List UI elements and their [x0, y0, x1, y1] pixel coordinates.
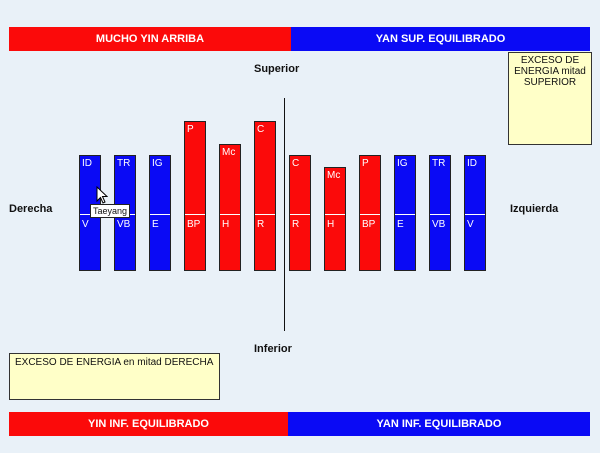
- bar-bottom-label: BP: [187, 219, 201, 230]
- meridian-bar[interactable]: Mc H: [324, 167, 346, 271]
- bar-top-label: ID: [467, 158, 477, 169]
- inferior-label: Inferior: [254, 343, 292, 355]
- bar-top-label: C: [257, 124, 265, 135]
- top-left-band: MUCHO YIN ARRIBA: [9, 27, 291, 51]
- top-right-band: YAN SUP. EQUILIBRADO: [291, 27, 590, 51]
- bottom-right-band: YAN INF. EQUILIBRADO: [288, 412, 590, 436]
- superior-label: Superior: [254, 63, 300, 75]
- derecha-label: Derecha: [9, 203, 53, 215]
- bar-top-label: C: [292, 158, 300, 169]
- meridian-bar[interactable]: Mc H: [219, 144, 241, 271]
- bar-bottom-label: R: [257, 219, 265, 230]
- bar-bottom-label: VB: [117, 219, 131, 230]
- meridian-bar[interactable]: IG E: [149, 155, 171, 271]
- bar-bottom-label: E: [152, 219, 159, 230]
- bar-bottom-label: H: [222, 219, 230, 230]
- bar-bottom-label: V: [467, 219, 474, 230]
- izquierda-label: Izquierda: [510, 203, 559, 215]
- bar-bottom-label: H: [327, 219, 335, 230]
- bar-top-label: P: [362, 158, 369, 169]
- meridian-bar[interactable]: TR VB: [429, 155, 451, 271]
- bottom-left-band: YIN INF. EQUILIBRADO: [9, 412, 288, 436]
- top-right-note: EXCESO DE ENERGIA mitad SUPERIOR: [508, 52, 592, 145]
- bar-bottom-label: E: [397, 219, 404, 230]
- meridian-bar[interactable]: P BP: [184, 121, 206, 271]
- meridian-bar[interactable]: ID V: [464, 155, 486, 271]
- center-divider: [284, 98, 285, 331]
- bar-top-label: Mc: [222, 147, 236, 158]
- bottom-left-note: EXCESO DE ENERGIA en mitad DERECHA: [9, 353, 220, 400]
- bar-bottom-label: V: [82, 219, 89, 230]
- tooltip: Taeyang: [90, 204, 131, 218]
- bar-top-label: TR: [117, 158, 131, 169]
- bar-top-label: IG: [152, 158, 163, 169]
- cursor-arrow-icon: [96, 186, 108, 204]
- bar-top-label: TR: [432, 158, 446, 169]
- bar-bottom-label: VB: [432, 219, 446, 230]
- bar-top-label: Mc: [327, 170, 341, 181]
- meridian-bar[interactable]: IG E: [394, 155, 416, 271]
- bar-top-label: P: [187, 124, 194, 135]
- bar-bottom-label: R: [292, 219, 300, 230]
- bar-top-label: IG: [397, 158, 408, 169]
- bar-bottom-label: BP: [362, 219, 376, 230]
- meridian-bar[interactable]: P BP: [359, 155, 381, 271]
- bar-top-label: ID: [82, 158, 92, 169]
